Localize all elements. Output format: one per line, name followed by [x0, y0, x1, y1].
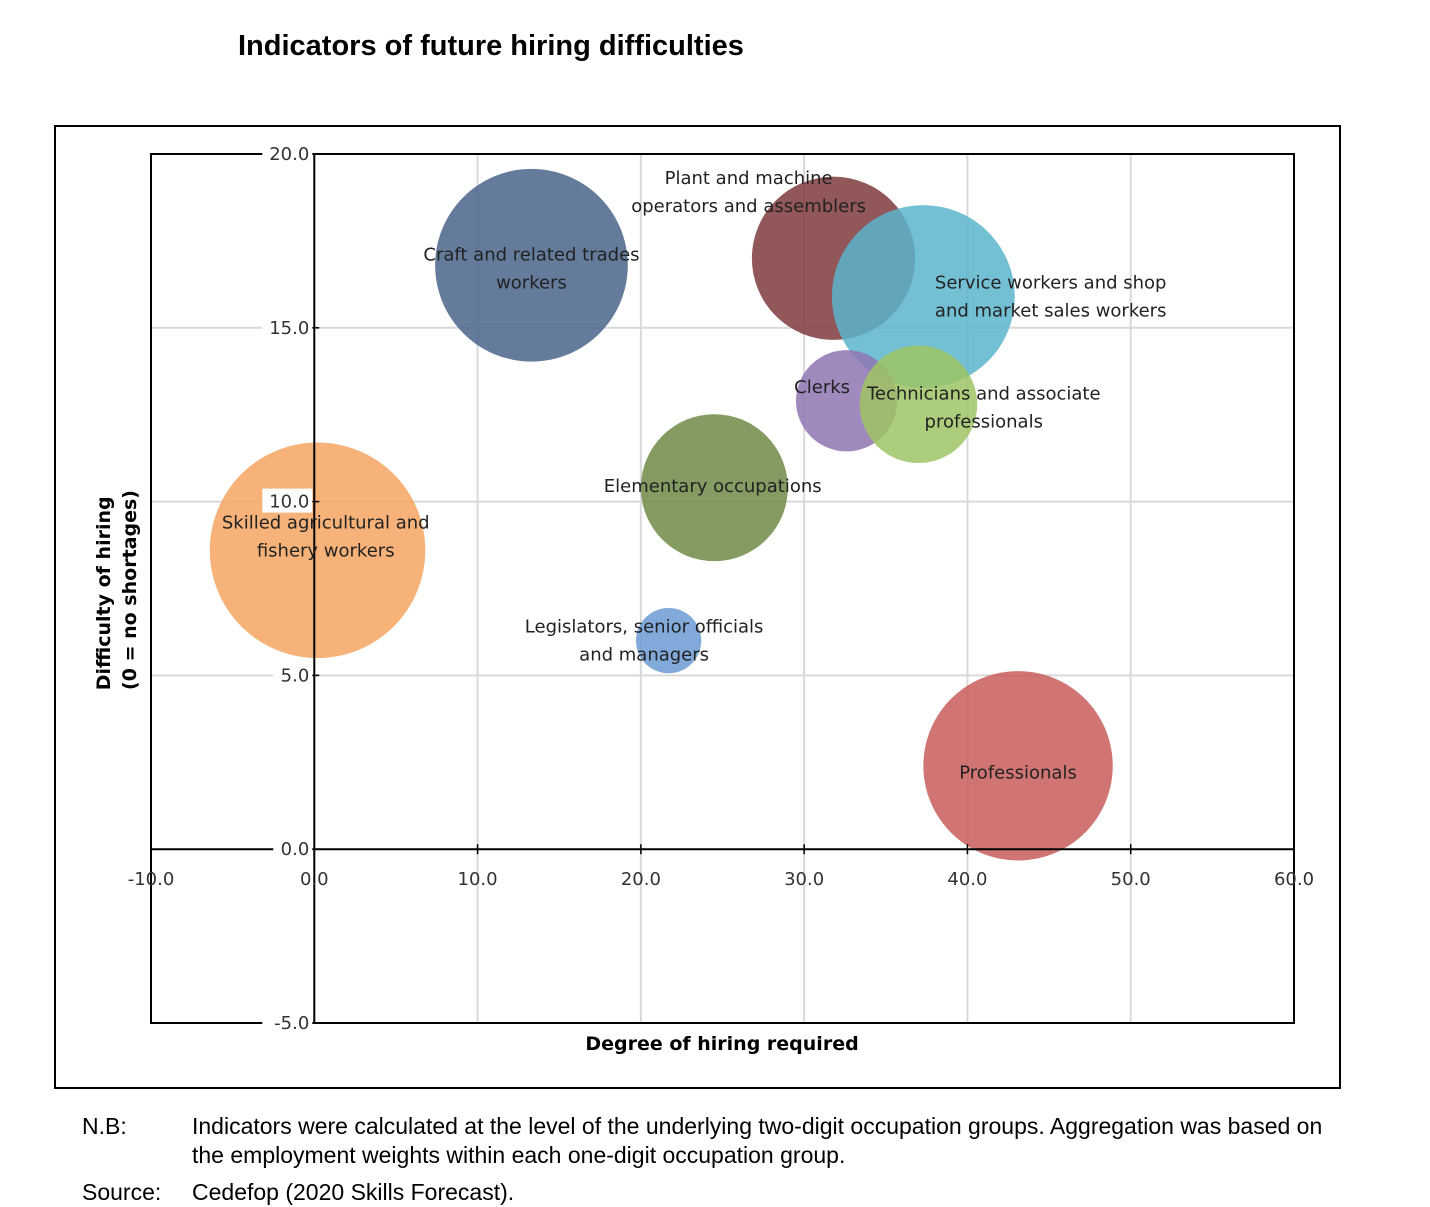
y-tick-label-bg: [273, 836, 313, 861]
bubble-label-line: Technicians and associate: [866, 384, 1101, 405]
nb-text: Indicators were calculated at the level …: [192, 1113, 1323, 1168]
bubble: [859, 345, 978, 464]
y-tick-label: 10.0: [269, 492, 309, 513]
bubble-label: Clerks: [794, 377, 850, 398]
bubble-label: Elementary occupations: [604, 476, 822, 497]
axes: -10.0 0.0 10.0 20.0 30.0 40.0 50.0 60.0 -5.0 0.0 5…: [128, 141, 1314, 1034]
bubble-label-line: Plant and machine: [665, 168, 833, 189]
nb-label: N.B:: [82, 1113, 127, 1139]
bubble-label-line: Legislators, senior officials: [525, 617, 764, 638]
y-tick-label-bg: [262, 488, 313, 513]
bubble-label-line: Elementary occupations: [604, 476, 822, 497]
bubble-label-line: fishery workers: [257, 540, 395, 561]
bubble: [435, 168, 628, 362]
bubbles: [209, 168, 1113, 861]
y-tick-label: 20.0: [269, 144, 309, 165]
x-tick-label: 0.0: [300, 869, 329, 890]
bubble-label-line: Service workers and shop: [935, 273, 1167, 294]
bubble-label: Plant and machine operators and assembler…: [631, 168, 866, 217]
bubble-label-line: and managers: [579, 645, 709, 666]
bubble-label-line: Skilled agricultural and: [222, 512, 430, 533]
bubble-label: Craft and related trades workers: [423, 245, 639, 294]
bubble-label: Professionals: [959, 763, 1077, 784]
source-label: Source:: [82, 1179, 162, 1205]
x-tick-label: 20.0: [621, 869, 661, 890]
bubble-label-line: operators and assemblers: [631, 196, 866, 217]
bubble-label-line: workers: [496, 273, 567, 294]
y-tick-label-bg: [273, 662, 313, 687]
bubble-label-line: Craft and related trades: [423, 245, 639, 266]
bubble-label-line: professionals: [925, 412, 1043, 433]
bubble: [640, 414, 788, 562]
y-tick-label: 15.0: [269, 318, 309, 339]
bubble-label-line: and market sales workers: [935, 301, 1167, 322]
x-tick-label: -10.0: [128, 869, 175, 890]
bubble-label: Service workers and shop and market sales…: [935, 273, 1167, 322]
chart-title: Indicators of future hiring difficulties: [238, 30, 744, 62]
y-axis-title-line2: (0 = no shortages): [119, 490, 141, 690]
bubble-label-line: Professionals: [959, 763, 1077, 784]
plot-area-border: [150, 153, 1295, 1024]
y-axis-title: Difficulty of hiring (0 = no shortages): [93, 490, 141, 690]
x-tick-label: 30.0: [784, 869, 824, 890]
y-tick-label: -5.0: [274, 1013, 309, 1034]
bubble-label: Skilled agricultural and fishery workers: [222, 512, 430, 561]
x-axis-title: Degree of hiring required: [585, 1033, 858, 1055]
bubble: [831, 205, 1015, 388]
y-tick-label-bg: [262, 141, 313, 165]
source-text: Cedefop (2020 Skills Forecast).: [192, 1179, 515, 1205]
x-tick-label: 60.0: [1274, 869, 1314, 890]
y-tick-label-bg: [262, 1010, 313, 1034]
y-tick-label-bg: [262, 314, 313, 339]
x-tick-label: 10.0: [458, 869, 498, 890]
bubble-label-line: Clerks: [794, 377, 850, 398]
x-tick-label: 50.0: [1111, 869, 1151, 890]
bubble: [923, 671, 1113, 861]
y-tick-label: 5.0: [281, 665, 310, 686]
bubble-labels: Craft and related trades workers Plant and…: [222, 168, 1167, 783]
bubble-label: Technicians and associate professionals: [866, 384, 1101, 433]
bubble: [635, 607, 702, 674]
x-tick-label: 40.0: [947, 869, 987, 890]
bubble-label: Legislators, senior officials and manager…: [525, 617, 764, 666]
y-axis-title-line1: Difficulty of hiring: [93, 496, 115, 690]
y-tick-label: 0.0: [281, 839, 310, 860]
